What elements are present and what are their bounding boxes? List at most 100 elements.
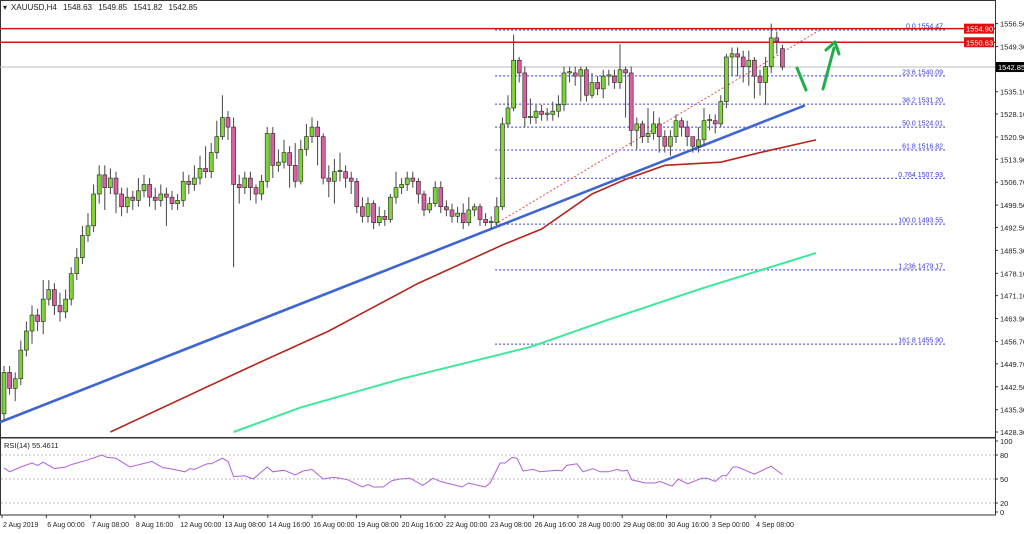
bearish-candle xyxy=(320,136,326,179)
time-tick-label: 13 Aug 08:00 xyxy=(225,522,266,529)
bearish-candle xyxy=(315,126,320,137)
bearish-candle xyxy=(735,53,740,58)
bearish-candle xyxy=(371,203,376,223)
bearish-candle xyxy=(287,152,292,166)
bullish-candle xyxy=(561,72,567,106)
bullish-candle xyxy=(500,123,505,208)
bullish-candle xyxy=(729,53,735,58)
price-tick-label: 1492.50 xyxy=(1000,223,1024,232)
time-tick-label: 4 Sep 08:00 xyxy=(756,522,794,529)
price-tick-label: 1456.70 xyxy=(1000,338,1024,347)
bullish-candle xyxy=(124,196,130,208)
bearish-candle xyxy=(164,193,169,198)
bullish-candle xyxy=(74,257,80,274)
time-tick-label: 20 Aug 16:00 xyxy=(402,522,443,529)
bearish-candle xyxy=(656,123,662,137)
bullish-candle xyxy=(281,152,287,163)
bearish-candle xyxy=(444,206,449,211)
bearish-candle xyxy=(169,196,175,204)
moving-average-red-line xyxy=(110,139,817,433)
bullish-candle xyxy=(46,289,52,300)
bullish-candle xyxy=(393,187,399,198)
fib-level-label: 0.764 1507.93 xyxy=(898,172,943,179)
bearish-candle xyxy=(539,110,544,115)
price-tick-label: 1471.10 xyxy=(1000,292,1024,301)
bearish-candle xyxy=(662,136,668,147)
bearish-candle xyxy=(57,305,63,313)
ascending-trendline xyxy=(0,104,806,424)
bullish-candle xyxy=(1,372,7,415)
resistance-price-label-box xyxy=(964,37,994,48)
bullish-candle xyxy=(68,273,74,300)
bearish-candle xyxy=(410,177,416,182)
time-tick-label: 29 Aug 08:00 xyxy=(623,522,664,529)
time-tick-label: 23 Aug 08:00 xyxy=(490,522,531,529)
bearish-candle xyxy=(572,72,578,77)
bearish-candle xyxy=(679,120,684,128)
bearish-candle xyxy=(152,196,158,201)
bearish-candle xyxy=(483,219,488,223)
bearish-candle xyxy=(147,184,152,198)
time-tick-label: 30 Aug 16:00 xyxy=(668,522,709,529)
price-tick-label: 1499.50 xyxy=(1000,201,1024,210)
bullish-candle xyxy=(29,314,35,332)
bullish-candle xyxy=(18,349,24,380)
bearish-candle xyxy=(774,37,780,42)
bearish-candle xyxy=(270,133,276,166)
fib-level-label: 38.2 1531.20 xyxy=(902,98,943,105)
price-tick-label: 1435.30 xyxy=(1000,406,1024,415)
price-tick-label: 1528.10 xyxy=(1000,110,1024,119)
bullish-candle xyxy=(365,203,371,217)
bearish-candle xyxy=(360,206,365,217)
price-tick-label: 1513.90 xyxy=(1000,155,1024,164)
bearish-candle xyxy=(628,72,634,131)
bullish-candle xyxy=(668,136,673,147)
bullish-candle xyxy=(763,66,768,83)
fib-level-label: 1.236 1479.17 xyxy=(898,263,943,270)
resistance-price-label: 1550.63 xyxy=(966,38,993,47)
rsi-tick-label: 100 xyxy=(1000,437,1013,446)
bullish-candle xyxy=(432,187,438,204)
bearish-candle xyxy=(612,75,617,83)
bullish-candle xyxy=(472,206,477,211)
bearish-candle xyxy=(712,120,718,125)
rsi-panel-frame xyxy=(0,437,996,516)
bullish-candle xyxy=(91,193,96,227)
bullish-candle xyxy=(80,235,85,259)
current-price-price-label-box xyxy=(996,62,1024,73)
bullish-candle xyxy=(332,171,337,182)
bullish-candle xyxy=(136,190,141,201)
bullish-candle xyxy=(673,120,679,137)
bearish-candle xyxy=(516,59,522,74)
bearish-candle xyxy=(253,187,259,195)
bearish-candle xyxy=(690,136,696,147)
bearish-candle xyxy=(52,289,57,306)
bearish-candle xyxy=(382,216,388,220)
bearish-candle xyxy=(236,184,242,188)
bullish-candle xyxy=(309,126,315,137)
bearish-candle xyxy=(186,180,192,185)
bullish-candle xyxy=(701,120,707,141)
current-price-price-label: 1542.85 xyxy=(998,63,1024,72)
bullish-candle xyxy=(12,378,18,389)
rsi-line xyxy=(3,454,783,488)
bearish-candle xyxy=(757,75,763,83)
bullish-candle xyxy=(24,330,29,351)
time-tick-label: 26 Aug 16:00 xyxy=(535,522,576,529)
bullish-candle xyxy=(404,177,410,185)
fib-level-label: 0.0 1554.47 xyxy=(906,24,943,31)
bullish-candle xyxy=(141,184,147,192)
rsi-label: RSI(14) 55.4611 xyxy=(4,441,59,450)
symbol-dropdown-icon[interactable]: ▾ xyxy=(3,3,8,12)
time-tick-label: 8 Aug 16:00 xyxy=(136,522,173,529)
bearish-candle xyxy=(584,69,589,96)
price-tick-label: 1442.50 xyxy=(1000,383,1024,392)
price-tick-label: 1556.50 xyxy=(1000,20,1024,29)
fib-level-label: 161.8 1455.90 xyxy=(898,338,943,345)
up-arrow-icon xyxy=(821,46,836,91)
price-tick-label: 1535.10 xyxy=(1000,88,1024,97)
time-tick-label: 12 Aug 00:00 xyxy=(180,522,221,529)
bearish-candle xyxy=(7,372,12,389)
bullish-candle xyxy=(533,110,539,118)
